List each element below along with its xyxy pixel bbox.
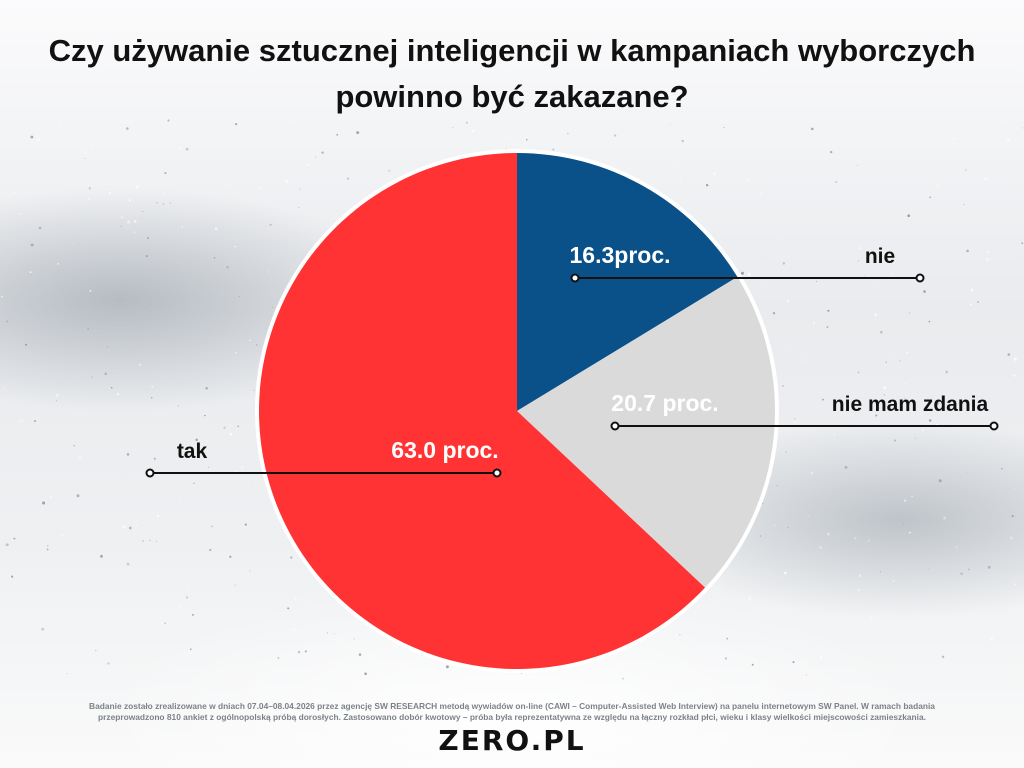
leader-dot-nie-mam-zdania	[989, 421, 999, 431]
footnote-line-1: Badanie zostało zrealizowane w dniach 07…	[89, 701, 935, 711]
category-label-nie-mam-zdania: nie mam zdania	[832, 393, 989, 416]
footnote-line-2: przeprowadzono 810 ankiet z ogólnopolską…	[98, 712, 926, 722]
leader-dot-tak	[492, 468, 502, 478]
pie-slice-nie	[517, 153, 738, 411]
leader-dot-tak	[145, 468, 155, 478]
value-label-tak: 63.0 proc.	[391, 437, 498, 463]
category-label-tak: tak	[177, 440, 208, 463]
pie-slice-nie-mam-zdania	[517, 276, 775, 588]
leader-dot-nie-mam-zdania	[610, 421, 620, 431]
chart-title: Czy używanie sztucznej inteligencji w ka…	[0, 28, 1024, 120]
value-label-nie-mam-zdania: 20.7 proc.	[611, 390, 718, 416]
chart-title-line-2: powinno być zakazane?	[335, 79, 689, 114]
chart-title-line-1: Czy używanie sztucznej inteligencji w ka…	[48, 33, 976, 68]
leader-dot-nie	[915, 273, 925, 283]
category-label-nie: nie	[865, 245, 895, 268]
leader-dot-nie	[570, 273, 580, 283]
value-label-nie: 16.3proc.	[570, 242, 671, 268]
methodology-footnote: Badanie zostało zrealizowane w dniach 07…	[20, 701, 1004, 723]
pie-slice-tak	[258, 152, 706, 670]
zero-pl-logo: ZERO.PL	[438, 724, 586, 757]
